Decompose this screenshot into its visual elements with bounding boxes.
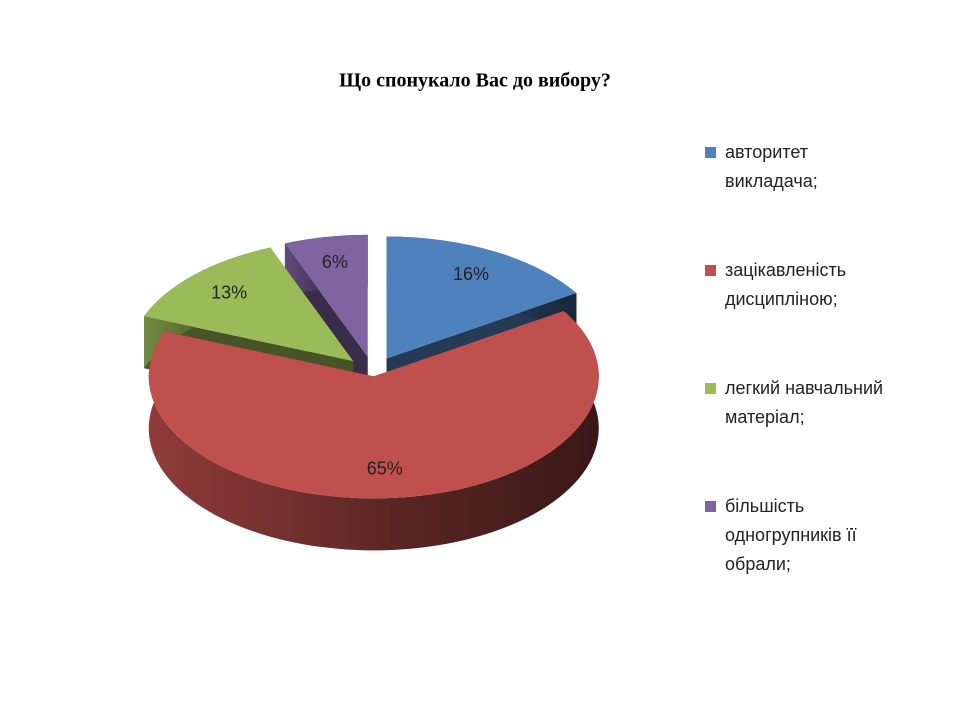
legend-label: легкий навчальний матеріал; — [725, 378, 884, 427]
slice-top — [386, 236, 577, 359]
legend-item: зацікавленість дисципліною; — [705, 256, 890, 374]
chart-title: Що спонукало Вас до вибору? — [339, 70, 611, 92]
slice-top — [148, 311, 599, 499]
legend-swatch — [705, 383, 716, 394]
legend-label: більшість одногрупників її обрали; — [725, 496, 857, 574]
legend-label: зацікавленість дисципліною; — [725, 260, 847, 309]
legend-item: легкий навчальний матеріал; — [705, 374, 890, 492]
data-label: 16% — [453, 264, 489, 284]
slice-top — [144, 247, 354, 362]
legend-swatch — [705, 265, 716, 276]
legend-swatch — [705, 501, 716, 512]
legend: авторитет викладача; зацікавленість дисци… — [705, 138, 890, 610]
legend-item: більшість одногрупників її обрали; — [705, 492, 890, 610]
legend-swatch — [705, 147, 716, 158]
data-label: 13% — [211, 283, 247, 303]
legend-item: авторитет викладача; — [705, 138, 890, 256]
data-label: 6% — [322, 252, 348, 272]
data-label: 65% — [367, 458, 403, 478]
slice-top — [284, 234, 368, 357]
pie-slice — [148, 311, 599, 551]
slice-wall — [148, 311, 599, 551]
legend-label: авторитет викладача; — [725, 142, 818, 191]
